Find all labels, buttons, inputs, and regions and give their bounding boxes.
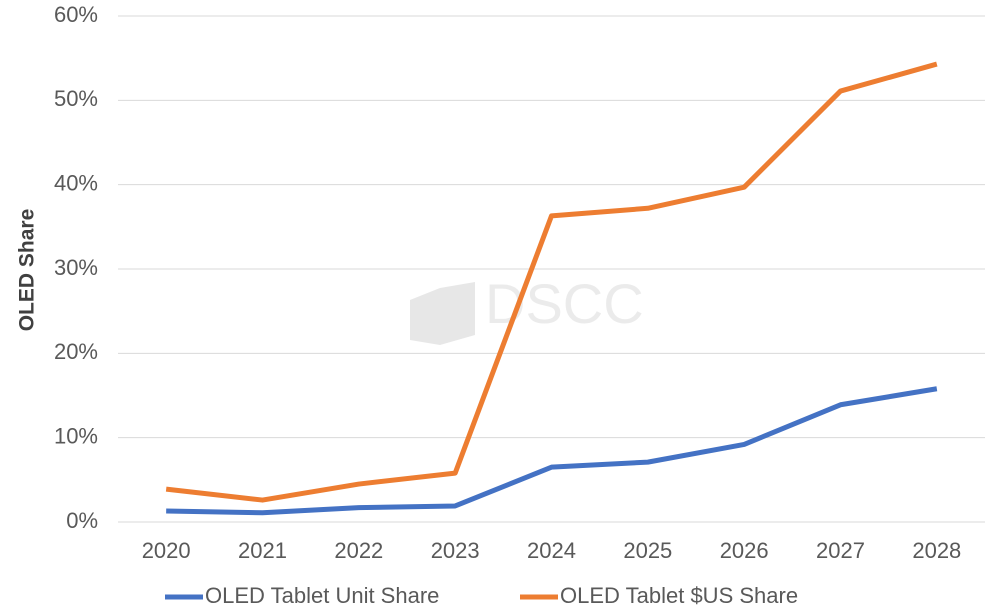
watermark-logo bbox=[410, 282, 475, 345]
y-tick-label: 50% bbox=[54, 86, 98, 111]
x-tick-label: 2021 bbox=[238, 538, 287, 563]
legend-label: OLED Tablet $US Share bbox=[560, 583, 798, 608]
x-tick-label: 2027 bbox=[816, 538, 865, 563]
series-line bbox=[165, 61, 938, 503]
x-tick-label: 2024 bbox=[527, 538, 576, 563]
y-tick-label: 0% bbox=[66, 508, 98, 533]
x-tick-label: 2020 bbox=[142, 538, 191, 563]
x-tick-label: 2028 bbox=[912, 538, 961, 563]
y-tick-label: 20% bbox=[54, 339, 98, 364]
y-tick-label: 30% bbox=[54, 255, 98, 280]
x-tick-label: 2025 bbox=[623, 538, 672, 563]
x-tick-label: 2023 bbox=[431, 538, 480, 563]
y-tick-label: 60% bbox=[54, 2, 98, 27]
series-line bbox=[166, 386, 938, 516]
x-tick-label: 2022 bbox=[334, 538, 383, 563]
y-axis-title: OLED Share bbox=[16, 209, 39, 332]
x-tick-label: 2026 bbox=[720, 538, 769, 563]
y-tick-label: 10% bbox=[54, 423, 98, 448]
legend-label: OLED Tablet Unit Share bbox=[205, 583, 439, 608]
y-tick-label: 40% bbox=[54, 170, 98, 195]
